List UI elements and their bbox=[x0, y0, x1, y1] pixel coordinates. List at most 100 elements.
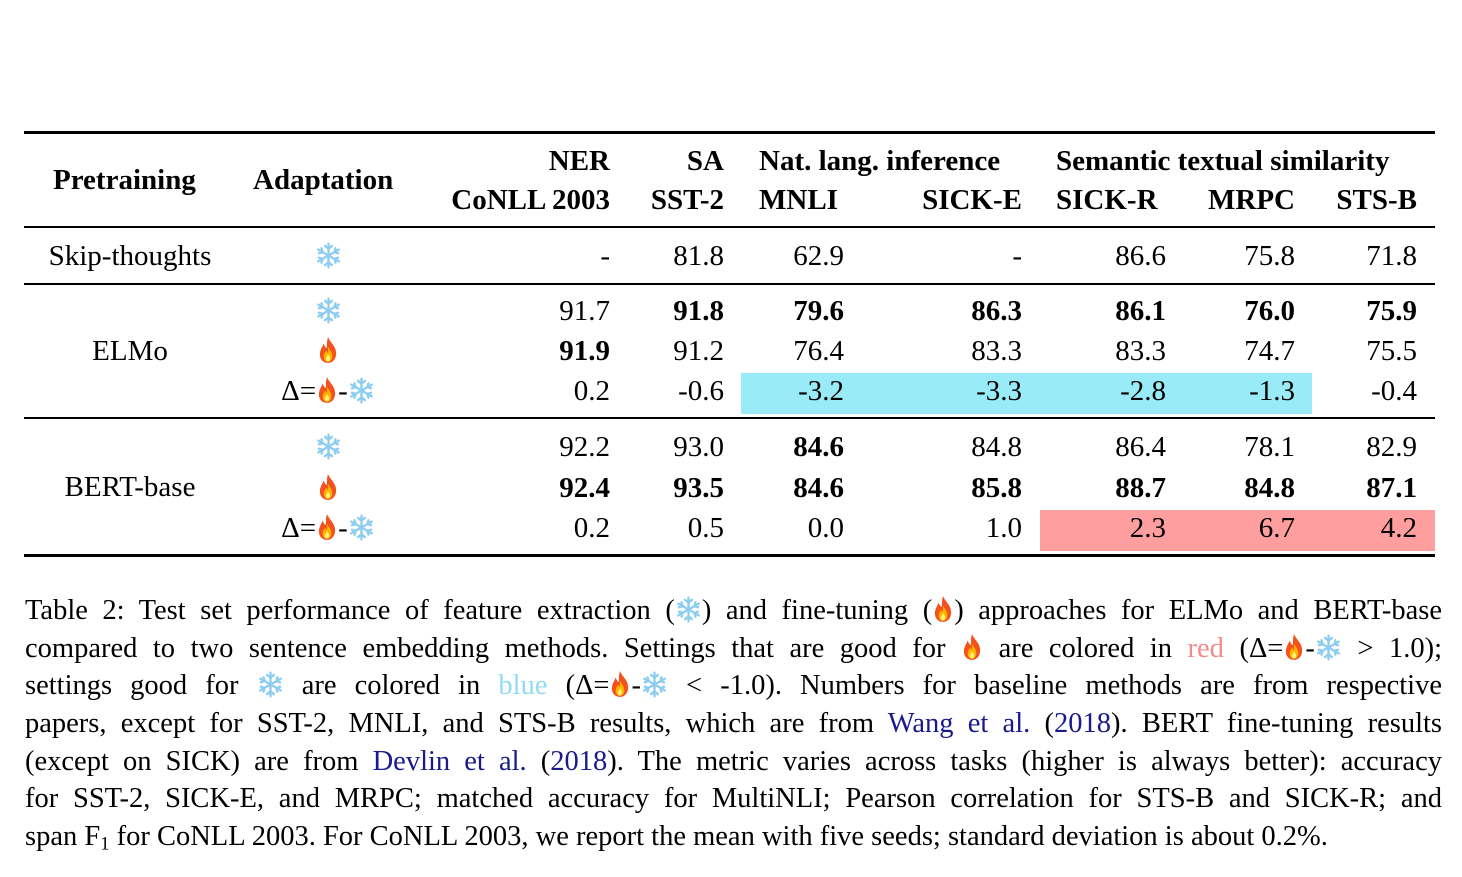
header-col-stsb: STS-B bbox=[1336, 184, 1417, 216]
adaptation-cell bbox=[253, 471, 403, 505]
fire-icon bbox=[932, 595, 954, 623]
table-bottom-rule bbox=[24, 554, 1435, 557]
caption-text: are colored in bbox=[283, 670, 499, 702]
caption-text: for SST-2, SICK-E, and MRPC; matched acc… bbox=[25, 783, 1442, 815]
delta-prefix: Δ= bbox=[281, 512, 317, 544]
adaptation-cell-delta: Δ= - bbox=[253, 374, 403, 408]
snowflake-icon bbox=[257, 671, 284, 698]
cell-conll2003: 91.7 bbox=[559, 295, 610, 327]
row-label-elmo: ELMo bbox=[92, 335, 168, 367]
caption-text: compared to two sentence embedding metho… bbox=[25, 632, 962, 664]
cell-conll2003: - bbox=[600, 240, 610, 272]
bert-delta-red-highlight bbox=[1040, 510, 1435, 551]
caption-line: settings good for are colored in blue (Δ… bbox=[25, 667, 1442, 705]
delta-minus: - bbox=[338, 375, 348, 407]
cell-stsb: 4.2 bbox=[1380, 512, 1417, 544]
cell-sst2: 91.2 bbox=[673, 335, 724, 367]
caption-text: Table 2: Test set performance of feature… bbox=[25, 595, 675, 626]
header-col-mrpc: MRPC bbox=[1208, 184, 1295, 216]
elmo-delta-blue-highlight bbox=[741, 373, 1312, 414]
fire-icon bbox=[317, 473, 339, 501]
cell-sicke: -3.3 bbox=[976, 375, 1022, 407]
citation-year-wang[interactable]: 2018 bbox=[1054, 708, 1111, 740]
header-col-sicke: SICK-E bbox=[922, 184, 1022, 216]
caption-text: ) approaches for ELMo and BERT-base bbox=[954, 595, 1442, 626]
caption-text: ). The metric varies across tasks (highe… bbox=[607, 745, 1442, 777]
fire-icon bbox=[1283, 633, 1305, 661]
table-top-rule bbox=[24, 131, 1435, 134]
caption-text: ). BERT fine-tuning results bbox=[1111, 708, 1443, 740]
cell-mrpc: 78.1 bbox=[1244, 431, 1295, 463]
cell-conll2003: 91.9 bbox=[559, 335, 610, 367]
row-label-bert-base: BERT-base bbox=[64, 471, 196, 503]
caption-subscript: 1 bbox=[100, 833, 110, 855]
cell-sst2: 0.5 bbox=[687, 512, 724, 544]
table-caption: Table 2: Test set performance of feature… bbox=[25, 592, 1442, 856]
cell-mnli: 0.0 bbox=[807, 512, 844, 544]
cell-stsb: 75.9 bbox=[1366, 295, 1417, 327]
delta-prefix: Δ= bbox=[281, 375, 317, 407]
fire-icon bbox=[316, 376, 338, 404]
cell-sickr: 86.4 bbox=[1115, 431, 1166, 463]
cell-stsb: 75.5 bbox=[1366, 335, 1417, 367]
skipthoughts-bottom-rule bbox=[24, 283, 1435, 285]
header-col-sst2: SST-2 bbox=[650, 184, 724, 216]
caption-text: ) and fine-tuning ( bbox=[701, 595, 933, 626]
cell-mnli: -3.2 bbox=[798, 375, 844, 407]
cell-stsb: 82.9 bbox=[1366, 431, 1417, 463]
cell-mrpc: 75.8 bbox=[1244, 240, 1295, 272]
caption-text: - bbox=[1305, 632, 1315, 664]
caption-blue-word: blue bbox=[498, 670, 548, 702]
adaptation-cell-delta: Δ= - bbox=[253, 511, 403, 545]
fire-icon bbox=[317, 336, 339, 364]
citation-link-devlin[interactable]: Devlin et al. bbox=[372, 745, 527, 777]
caption-line: (except on SICK) are from Devlin et al. … bbox=[25, 743, 1442, 781]
cell-conll2003: 92.2 bbox=[559, 431, 610, 463]
cell-sickr: 88.7 bbox=[1115, 472, 1166, 504]
header-group-sts: Semantic textual similarity bbox=[1056, 145, 1390, 177]
cell-conll2003: 92.4 bbox=[559, 472, 610, 504]
caption-text: ( bbox=[1030, 708, 1054, 740]
cell-sickr: 83.3 bbox=[1115, 335, 1166, 367]
caption-text: papers, except for SST-2, MNLI, and STS-… bbox=[25, 708, 888, 740]
cell-conll2003: 0.2 bbox=[573, 375, 610, 407]
row-label-skip-thoughts: Skip-thoughts bbox=[48, 240, 212, 272]
cell-stsb: 87.1 bbox=[1366, 472, 1417, 504]
cell-mrpc: -1.3 bbox=[1249, 375, 1295, 407]
caption-text: > 1.0); bbox=[1341, 632, 1443, 664]
snowflake-icon bbox=[1315, 634, 1342, 661]
delta-minus: - bbox=[338, 512, 348, 544]
cell-sicke: 85.8 bbox=[971, 472, 1022, 504]
snowflake-icon bbox=[641, 671, 668, 698]
citation-link-wang[interactable]: Wang et al. bbox=[887, 708, 1031, 740]
cell-sicke: 1.0 bbox=[985, 512, 1022, 544]
citation-year-devlin[interactable]: 2018 bbox=[550, 745, 608, 777]
snowflake-icon bbox=[315, 297, 342, 324]
header-bottom-rule bbox=[24, 226, 1435, 228]
caption-red-word: red bbox=[1187, 632, 1224, 664]
caption-text: (except on SICK) are from bbox=[25, 745, 373, 777]
caption-line: Table 2: Test set performance of feature… bbox=[25, 592, 1442, 630]
cell-mrpc: 76.0 bbox=[1244, 295, 1295, 327]
caption-text: < -1.0). Numbers for baseline methods ar… bbox=[667, 670, 1442, 702]
cell-mnli: 84.6 bbox=[793, 472, 844, 504]
adaptation-cell bbox=[253, 294, 403, 328]
caption-text: (Δ= bbox=[547, 670, 610, 702]
cell-sickr: 2.3 bbox=[1129, 512, 1166, 544]
cell-sicke: 86.3 bbox=[971, 295, 1022, 327]
cell-stsb: 71.8 bbox=[1366, 240, 1417, 272]
snowflake-icon bbox=[675, 596, 702, 623]
fire-icon bbox=[316, 513, 338, 541]
caption-line: compared to two sentence embedding metho… bbox=[25, 630, 1442, 668]
snowflake-icon bbox=[315, 242, 342, 269]
cell-mrpc: 74.7 bbox=[1244, 335, 1295, 367]
header-col-conll: CoNLL 2003 bbox=[451, 184, 610, 216]
cell-sickr: -2.8 bbox=[1120, 375, 1166, 407]
header-pretraining: Pretraining bbox=[53, 164, 196, 196]
cell-sst2: 93.5 bbox=[673, 472, 724, 504]
caption-text: for CoNLL 2003. For CoNLL 2003, we repor… bbox=[109, 821, 1328, 853]
header-group-sa: SA bbox=[686, 145, 724, 177]
caption-line: papers, except for SST-2, MNLI, and STS-… bbox=[25, 705, 1442, 743]
caption-text: are colored in bbox=[983, 632, 1188, 664]
cell-mnli: 79.6 bbox=[793, 295, 844, 327]
